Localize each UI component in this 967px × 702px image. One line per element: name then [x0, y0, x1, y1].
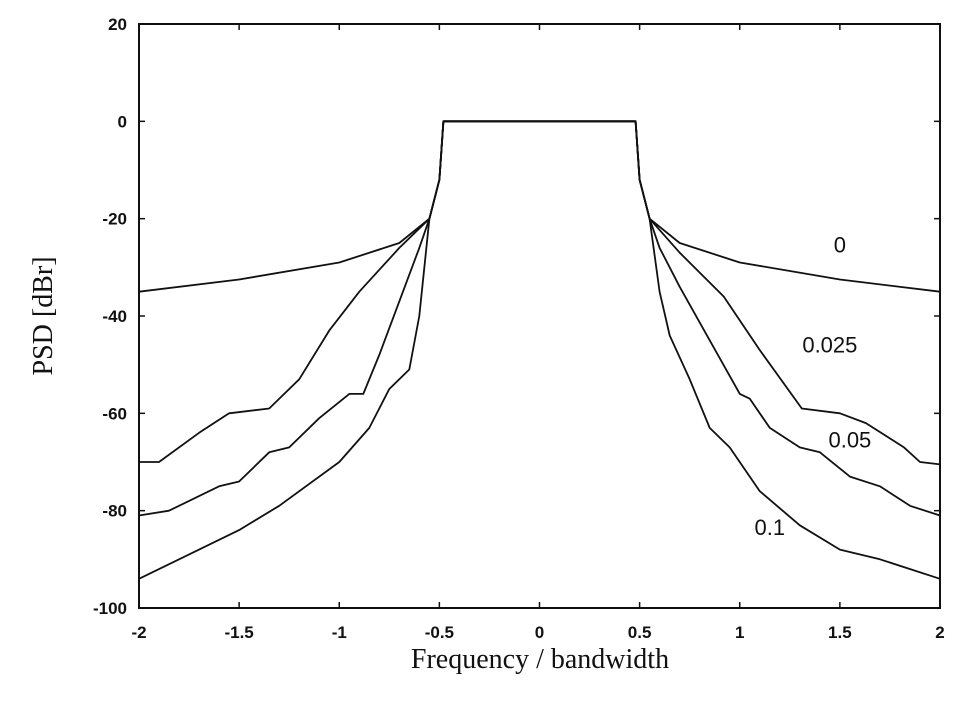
y-tick-label: -80: [102, 502, 127, 521]
series-label: 0.1: [754, 515, 785, 540]
y-tick-label: 20: [108, 15, 127, 34]
series-label: 0.025: [802, 333, 857, 358]
series-label: 0.05: [828, 427, 871, 452]
series-line-0.025: [139, 120, 941, 466]
series-line-0: [138, 120, 941, 293]
x-tick-label: 0: [535, 623, 544, 642]
x-axis-label: Frequency / bandwidth: [411, 644, 669, 675]
x-tick-label: -1.5: [224, 623, 253, 642]
x-tick-label: 1: [735, 623, 744, 642]
x-tick-label: 2: [935, 623, 944, 642]
y-axis-label: PSD [dBr]: [28, 256, 59, 375]
y-tick-label: -100: [93, 599, 127, 618]
series-line-0.1: [138, 120, 941, 580]
y-tick-label: -40: [102, 307, 127, 326]
y-tick-label: -60: [102, 404, 127, 423]
x-tick-label: -0.5: [425, 623, 454, 642]
y-tick-label: -20: [102, 210, 127, 229]
x-tick-label: -2: [131, 623, 146, 642]
y-tick-label: 0: [118, 112, 127, 131]
x-tick-label: 0.5: [628, 623, 652, 642]
x-tick-label: -1: [332, 623, 347, 642]
series-label: 0: [834, 233, 846, 258]
x-tick-label: 1.5: [828, 623, 852, 642]
series-line-0.05: [138, 120, 941, 517]
plot-frame: [138, 23, 941, 609]
